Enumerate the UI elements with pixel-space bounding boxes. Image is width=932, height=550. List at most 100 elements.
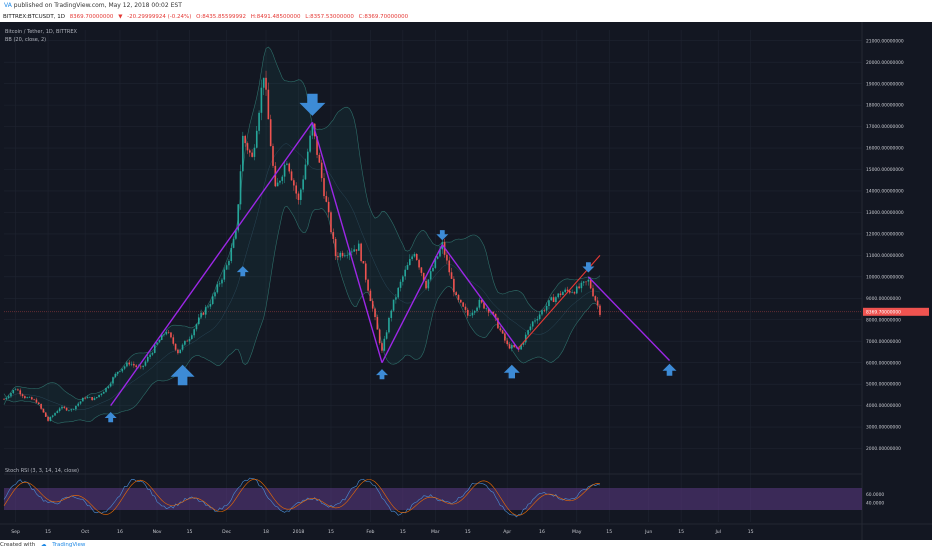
candle-body — [204, 307, 207, 315]
bollinger-bands — [3, 46, 601, 424]
candle-body — [44, 412, 47, 417]
quote-change: -20.29999924 (-0.24%) — [127, 14, 192, 20]
candle-body — [573, 292, 576, 294]
candle-body — [529, 326, 532, 331]
time-tick-label: 2018 — [293, 529, 305, 535]
candle-body — [26, 397, 29, 399]
candle-body — [524, 334, 527, 343]
candle-body — [65, 407, 68, 411]
candle-body — [508, 344, 511, 349]
tradingview-logo-icon[interactable]: ☁ — [40, 542, 47, 548]
candle-body — [536, 318, 539, 321]
down-triangle-icon: ▼ — [118, 14, 123, 20]
candle-body — [123, 366, 126, 369]
candle-body — [100, 393, 103, 395]
candle-body — [448, 260, 451, 273]
candle-body — [531, 321, 534, 327]
candle-body — [12, 390, 15, 394]
arrow-up-icon — [662, 363, 677, 376]
candle-body — [5, 397, 8, 400]
chart-area[interactable]: 60.0000 40.0000 21000.00000000 20000.00000… — [0, 22, 932, 540]
candle-body — [126, 362, 128, 367]
candle-body — [258, 112, 260, 131]
candle-body — [418, 260, 420, 268]
candle-body — [184, 340, 186, 345]
time-tick-label: 18 — [263, 529, 269, 535]
candle-body — [202, 312, 205, 315]
candle-body — [534, 320, 536, 322]
candle-body — [269, 119, 272, 147]
price-tick-label: 7000.00000000 — [866, 339, 901, 345]
candle-body — [163, 334, 165, 335]
time-axis[interactable]: Sep 15 Oct 16 Nov 15 Dec 18 2018 15 Feb 15 Mar 15 Apr 1… — [0, 529, 754, 535]
candle-body — [119, 371, 121, 372]
candle-body — [457, 295, 460, 300]
price-tick-label: 16000.00000000 — [866, 146, 904, 152]
candle-body — [142, 365, 144, 368]
price-axis[interactable]: 21000.00000000 20000.00000000 19000.000000… — [863, 38, 929, 452]
time-tick-label: 16 — [539, 529, 545, 535]
candle-body — [47, 416, 49, 421]
candle-body — [469, 315, 471, 317]
arrow-up-icon — [170, 364, 195, 386]
price-tick-label: 21000.00000000 — [866, 38, 904, 44]
quote-symbol[interactable]: BITTREX:BTCUSDT, 1D — [3, 14, 65, 20]
candle-body — [35, 399, 38, 403]
chart-svg[interactable]: 60.0000 40.0000 21000.00000000 20000.00000… — [0, 22, 932, 540]
candle-body — [587, 279, 590, 282]
author-avatar[interactable]: VA — [4, 2, 12, 9]
candle-body — [497, 318, 499, 329]
candle-body — [334, 238, 337, 257]
osc-tick-label: 40.0000 — [866, 500, 884, 506]
candle-body — [450, 272, 453, 279]
candle-body — [559, 293, 562, 296]
candle-body — [552, 297, 555, 302]
candle-body — [24, 396, 26, 399]
candle-body — [290, 171, 293, 181]
quote-price: 8369.70000000 — [69, 14, 114, 20]
candle-body — [228, 260, 230, 266]
candle-body — [170, 332, 172, 338]
candle-body — [596, 300, 599, 306]
candle-body — [133, 363, 135, 366]
candle-body — [14, 389, 17, 391]
candle-body — [193, 329, 195, 336]
trend-line — [587, 276, 671, 362]
time-tick-label: 16 — [117, 529, 123, 535]
candle-body — [116, 371, 119, 374]
time-tick-label: Dec — [222, 529, 231, 535]
price-tick-label: 17000.00000000 — [866, 124, 904, 130]
candle-body — [455, 292, 458, 296]
candle-body — [197, 317, 200, 325]
time-tick-label: Sep — [11, 529, 20, 535]
candle-body — [360, 243, 362, 262]
candle-body — [165, 331, 168, 335]
candle-body — [70, 409, 73, 411]
candle-body — [293, 180, 295, 186]
candle-body — [272, 146, 274, 166]
candle-body — [355, 249, 358, 251]
candle-body — [548, 300, 550, 307]
candle-body — [86, 397, 89, 399]
brand-name[interactable]: TradingView — [52, 542, 86, 548]
candle-body — [283, 164, 286, 177]
candle-body — [332, 232, 335, 239]
candle-body — [541, 310, 543, 315]
time-tick-label: May — [572, 529, 582, 535]
candle-body — [411, 256, 413, 260]
candle-body — [19, 390, 22, 395]
candle-body — [95, 397, 98, 399]
candle-body — [88, 397, 91, 398]
candle-body — [364, 263, 367, 280]
candle-body — [209, 303, 212, 307]
price-tick-label: 14000.00000000 — [866, 189, 904, 195]
candle-body — [232, 238, 235, 248]
candle-body — [7, 396, 10, 398]
arrow-up-icon — [104, 412, 117, 423]
candle-body — [466, 309, 469, 316]
candle-body — [61, 406, 63, 409]
price-tick-label: 6000.00000000 — [866, 360, 901, 366]
candle-body — [323, 178, 325, 197]
candle-body — [262, 77, 265, 88]
